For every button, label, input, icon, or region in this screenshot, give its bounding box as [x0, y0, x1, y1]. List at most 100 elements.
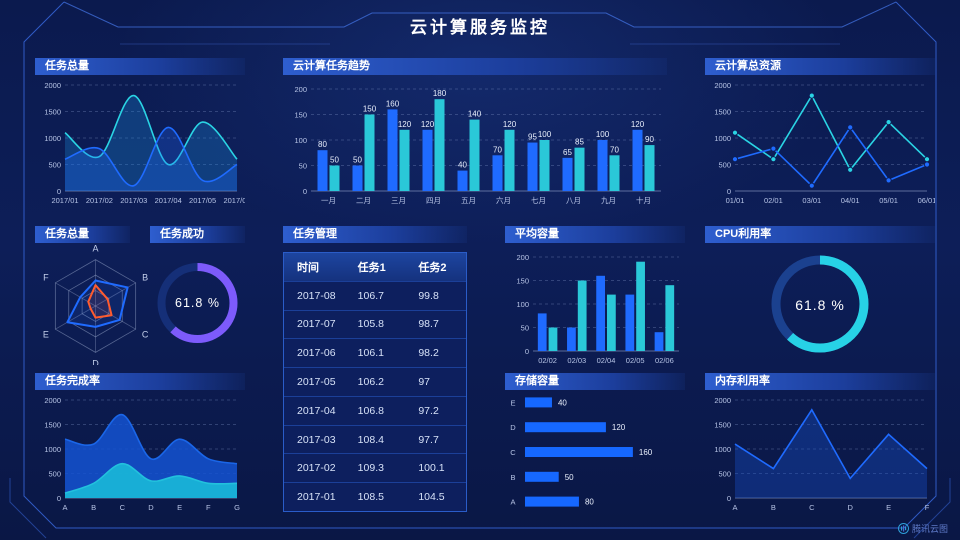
task-table: 时间 任务1 任务2 2017-08 106.7 99.8 2017-07 105.8 98.7…: [283, 252, 467, 512]
panel-task-success: 任务成功 61.8 %: [150, 226, 245, 363]
svg-text:0: 0: [303, 187, 307, 196]
svg-text:01/01: 01/01: [726, 196, 745, 205]
svg-text:06/01: 06/01: [918, 196, 935, 205]
table-row: 2017-06 106.1 98.2: [284, 338, 466, 367]
svg-text:0: 0: [525, 347, 529, 356]
table-cell: 任务1: [357, 261, 386, 274]
table-cell: 106.2: [357, 376, 384, 389]
svg-text:40: 40: [458, 161, 467, 170]
svg-text:02/05: 02/05: [626, 356, 645, 365]
svg-text:65: 65: [563, 148, 572, 157]
svg-text:04/01: 04/01: [841, 196, 860, 205]
svg-text:B: B: [91, 503, 96, 512]
panel-avg-capacity: 平均容量 0 50 100 150 200 02/02 02/03 02/04 02/05 02/…: [505, 226, 685, 367]
page-title: 云计算服务监控: [410, 18, 550, 37]
svg-text:120: 120: [421, 120, 435, 129]
table-cell: 104.5: [418, 491, 445, 504]
svg-text:160: 160: [639, 448, 653, 457]
svg-text:50: 50: [521, 324, 529, 333]
svg-text:四月: 四月: [426, 196, 441, 205]
panel-task-manage-header: 任务管理: [283, 226, 467, 243]
svg-text:100: 100: [294, 136, 307, 145]
table-cell: 109.3: [357, 462, 384, 475]
storage-hbar-chart: E 40 D 120 C 160 B 50 A 80: [505, 390, 685, 514]
table-row: 2017-03 108.4 97.7: [284, 424, 466, 454]
task-radar-chart: A B C D E F: [33, 243, 158, 369]
svg-text:E: E: [177, 503, 182, 512]
svg-text:F: F: [43, 272, 49, 282]
svg-text:500: 500: [48, 161, 61, 170]
svg-text:120: 120: [503, 120, 517, 129]
table-cell: 2017-02: [297, 462, 336, 475]
task-total-area-chart: 0 500 1000 1500 2000 2017/01 2017/02 2017/03 201…: [35, 75, 250, 207]
svg-text:500: 500: [48, 470, 61, 479]
svg-text:150: 150: [363, 105, 377, 114]
svg-text:1000: 1000: [44, 445, 61, 454]
svg-text:D: D: [92, 358, 99, 365]
table-cell: 2017-04: [297, 404, 336, 417]
svg-text:140: 140: [468, 110, 482, 119]
watermark-text: 腾讯云图: [911, 524, 948, 534]
svg-text:50: 50: [565, 473, 574, 482]
svg-text:B: B: [510, 473, 515, 482]
svg-text:2017/04: 2017/04: [155, 196, 182, 205]
svg-text:七月: 七月: [531, 196, 546, 205]
svg-text:02/04: 02/04: [597, 356, 616, 365]
svg-text:50: 50: [330, 156, 339, 165]
table-cell: 108.5: [357, 491, 384, 504]
svg-text:1500: 1500: [714, 108, 731, 117]
panel-task-total-header: 任务总量: [35, 58, 245, 75]
panel-task-radar-header: 任务总量: [35, 226, 130, 243]
table-cell: 98.7: [418, 318, 439, 331]
svg-text:80: 80: [585, 498, 594, 507]
svg-text:六月: 六月: [496, 195, 511, 205]
svg-text:95: 95: [528, 133, 537, 142]
svg-text:B: B: [771, 503, 776, 512]
svg-text:五月: 五月: [461, 196, 476, 205]
svg-text:02/02: 02/02: [538, 356, 557, 365]
svg-text:八月: 八月: [566, 196, 581, 205]
cpu-value: 61.8 %: [795, 297, 845, 313]
svg-text:D: D: [510, 423, 516, 432]
svg-text:85: 85: [575, 138, 584, 147]
table-cell: 105.8: [357, 318, 384, 331]
table-cell: 任务2: [418, 261, 447, 274]
svg-text:A: A: [732, 503, 737, 512]
panel-task-trend-header: 云计算任务趋势: [283, 58, 667, 75]
table-row: 2017-05 106.2 97: [284, 367, 466, 396]
panel-storage: 存储容量 E 40 D 120 C 160 B 50 A 80: [505, 373, 685, 514]
table-cell: 2017-06: [297, 347, 336, 360]
table-cell: 97.7: [418, 433, 439, 446]
memory-line-chart: 0 500 1000 1500 2000 A B C D E F: [705, 390, 935, 514]
panel-completion: 任务完成率 0 500 1000 1500 2000 A B C D E F G: [35, 373, 245, 514]
table-cell: 2017-03: [297, 433, 336, 446]
svg-text:2000: 2000: [714, 81, 731, 90]
table-cell: 106.7: [357, 289, 384, 302]
panel-cpu: CPU利用率 61.8 %: [705, 226, 935, 365]
svg-text:05/01: 05/01: [879, 196, 898, 205]
table-row: 2017-08 106.7 99.8: [284, 280, 466, 310]
svg-text:0: 0: [57, 494, 61, 503]
panel-avg-capacity-header: 平均容量: [505, 226, 685, 243]
svg-text:180: 180: [433, 89, 447, 98]
svg-text:160: 160: [386, 99, 400, 108]
table-cell: 2017-01: [297, 491, 336, 504]
svg-text:100: 100: [596, 130, 610, 139]
table-cell: 108.4: [357, 433, 384, 446]
tencent-cloud-logo-icon: [897, 523, 909, 534]
svg-text:2017/01: 2017/01: [51, 196, 78, 205]
svg-text:50: 50: [299, 162, 307, 171]
svg-text:2017/05: 2017/05: [189, 196, 216, 205]
svg-text:二月: 二月: [356, 196, 371, 205]
svg-text:C: C: [510, 448, 516, 457]
svg-text:B: B: [142, 272, 148, 282]
svg-text:500: 500: [718, 161, 731, 170]
svg-text:02/03: 02/03: [567, 356, 586, 365]
svg-text:90: 90: [645, 135, 654, 144]
panel-completion-header: 任务完成率: [35, 373, 245, 390]
table-cell: 时间: [297, 261, 319, 274]
panel-memory-header: 内存利用率: [705, 373, 935, 390]
svg-text:G: G: [234, 503, 240, 512]
svg-text:120: 120: [612, 423, 626, 432]
svg-text:0: 0: [727, 187, 731, 196]
